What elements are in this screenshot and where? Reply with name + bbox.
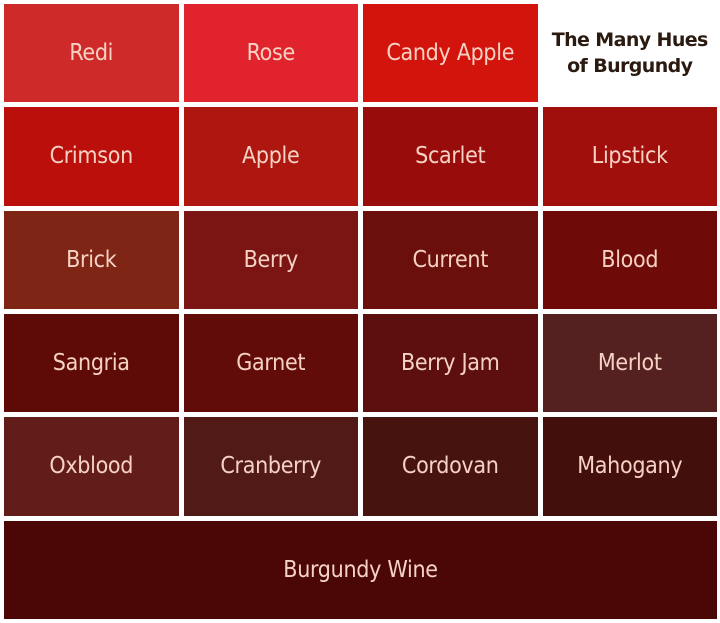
swatch-mahogany: Mahogany [542,417,717,516]
swatch-sangria: Sangria [4,314,179,413]
swatch-rose: Rose [183,4,358,103]
swatch-cordovan: Cordovan [363,417,538,516]
swatch-crimson: Crimson [4,107,179,206]
swatch-burgundy-wine: Burgundy Wine [4,520,717,619]
title-line-1: The Many Hues [551,29,709,52]
swatch-berry-jam: Berry Jam [363,314,538,413]
swatch-grid: Redi Rose Candy Apple The Many Hues of B… [4,4,717,619]
title-line-2: of Burgundy [567,55,693,78]
swatch-scarlet: Scarlet [363,107,538,206]
page-title: The Many Hues of Burgundy [542,4,717,103]
swatch-berry: Berry [183,210,358,309]
swatch-cranberry: Cranberry [183,417,358,516]
swatch-lipstick: Lipstick [542,107,717,206]
swatch-garnet: Garnet [183,314,358,413]
swatch-oxblood: Oxblood [4,417,179,516]
swatch-apple: Apple [183,107,358,206]
swatch-brick: Brick [4,210,179,309]
swatch-redi: Redi [4,4,179,103]
swatch-blood: Blood [542,210,717,309]
swatch-candy-apple: Candy Apple [363,4,538,103]
swatch-merlot: Merlot [542,314,717,413]
swatch-current: Current [363,210,538,309]
